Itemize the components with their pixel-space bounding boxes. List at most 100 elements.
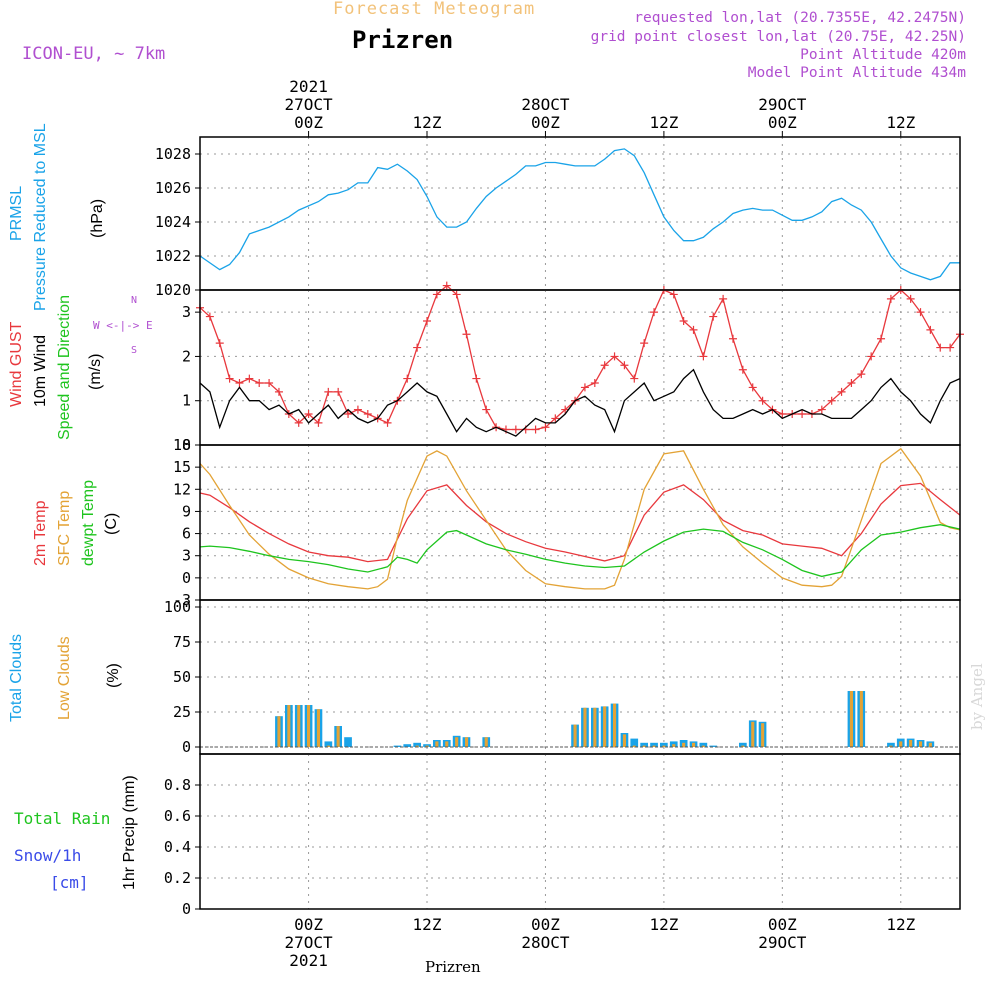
panel-frame: [199, 136, 961, 291]
bottom-hour-label: 12Z: [649, 915, 678, 934]
bar-low-clouds: [297, 705, 301, 747]
location-title: Prizren: [352, 26, 454, 54]
model-point-altitude: Model Point Altitude 434m: [747, 65, 966, 81]
y-tick-label: 0: [182, 569, 191, 587]
bar-low-clouds: [672, 744, 676, 747]
bar-low-clouds: [632, 745, 636, 747]
gust-point: [432, 290, 441, 299]
model-label: ICON-EU, ~ 7km: [22, 44, 166, 64]
top-hour-label: 12Z: [886, 113, 915, 132]
top-date-label: 27OCT: [284, 95, 333, 114]
bar-low-clouds: [849, 691, 853, 747]
gust-point: [936, 343, 945, 352]
gust-point: [423, 317, 432, 325]
gust-point: [857, 370, 866, 379]
bar-low-clouds: [455, 737, 459, 747]
gust-point: [817, 405, 826, 414]
y-tick-label: 25: [173, 703, 191, 721]
gust-point: [255, 379, 264, 387]
bar-low-clouds: [445, 741, 449, 747]
series-line-dewpt-temp: [199, 524, 961, 578]
gust-point: [679, 317, 688, 325]
snow-unit: [cm]: [50, 873, 89, 892]
gust-point: [640, 339, 649, 348]
gust-point: [650, 308, 659, 317]
gust-point: [413, 343, 422, 352]
bottom-hour-label: 00Z: [768, 915, 797, 934]
bar-total-clouds: [630, 738, 639, 747]
gust-point: [245, 374, 254, 383]
gust-point: [363, 410, 372, 418]
bar-total-clouds: [709, 745, 718, 747]
bar-low-clouds: [307, 705, 311, 747]
gust-point: [738, 365, 747, 374]
gust-point: [472, 374, 481, 383]
y-tick-label: 0.2: [164, 869, 191, 887]
bottom-location: Prizren: [425, 958, 481, 976]
bar-low-clouds: [336, 726, 340, 747]
gust-point: [304, 410, 313, 418]
rain-label: Total Rain: [14, 809, 111, 828]
bar-total-clouds: [413, 742, 421, 747]
y-tick-label: 18: [173, 436, 191, 454]
bar-low-clouds: [642, 745, 646, 747]
bar-total-clouds: [887, 742, 895, 747]
gust-point: [383, 418, 392, 427]
gust-point: [847, 379, 856, 387]
bar-low-clouds: [662, 745, 666, 747]
bar-low-clouds: [613, 703, 617, 747]
bar-low-clouds: [919, 741, 923, 747]
bar-low-clouds: [761, 723, 765, 747]
y-tick-label: 3: [182, 547, 191, 565]
compass-s: S: [131, 345, 138, 356]
top-hour-label: 12Z: [413, 113, 442, 132]
bar-total-clouds: [344, 737, 352, 747]
bar-low-clouds: [682, 742, 686, 747]
bar-total-clouds: [324, 741, 333, 747]
compass-n: N: [131, 295, 138, 306]
gust-point: [728, 334, 737, 343]
top-date-label: 28OCT: [521, 95, 570, 114]
gust-point: [274, 387, 283, 396]
bar-total-clouds: [739, 742, 747, 747]
requested-coords: requested lon,lat (20.7355E, 42.2475N): [634, 10, 966, 26]
compass-ew: W <-|-> E: [93, 319, 153, 332]
gust-point: [294, 418, 303, 427]
bottom-hour-label: 00Z: [294, 915, 323, 934]
bar-low-clouds: [701, 745, 705, 747]
gust-point: [482, 405, 491, 414]
gust-point: [334, 387, 343, 396]
bar-low-clouds: [465, 737, 469, 747]
y-tick-label: 0.8: [164, 776, 191, 794]
series-line-10m-wind: [199, 368, 961, 437]
gust-point: [669, 290, 678, 299]
gust-point: [946, 343, 955, 352]
bottom-hour-label: 12Z: [413, 915, 442, 934]
gust-point: [709, 312, 718, 321]
bottom-date-label: 28OCT: [521, 933, 570, 952]
y-tick-label: 15: [173, 458, 191, 476]
bar-low-clouds: [899, 741, 903, 747]
bottom-hour-label: 00Z: [531, 915, 560, 934]
y-tick-label: 0: [182, 436, 191, 454]
bar-low-clouds: [603, 706, 607, 747]
gust-point: [580, 383, 589, 392]
y-tick-label: 0: [182, 738, 191, 756]
bar-low-clouds: [316, 709, 320, 747]
gust-point: [551, 414, 560, 423]
gust-point: [926, 325, 935, 334]
top-hour-label: 00Z: [768, 113, 797, 132]
top-hour-label: 12Z: [649, 113, 678, 132]
gust-point: [837, 387, 846, 396]
top-year-label: 2021: [289, 77, 328, 96]
panel-frame: [199, 753, 961, 910]
bar-total-clouds: [650, 742, 658, 747]
point-altitude: Point Altitude 420m: [800, 47, 966, 63]
gust-point: [531, 425, 540, 434]
bottom-year-label: 2021: [289, 951, 328, 970]
gust-point: [877, 334, 886, 343]
gust-point: [452, 290, 461, 299]
gust-point: [699, 352, 708, 361]
